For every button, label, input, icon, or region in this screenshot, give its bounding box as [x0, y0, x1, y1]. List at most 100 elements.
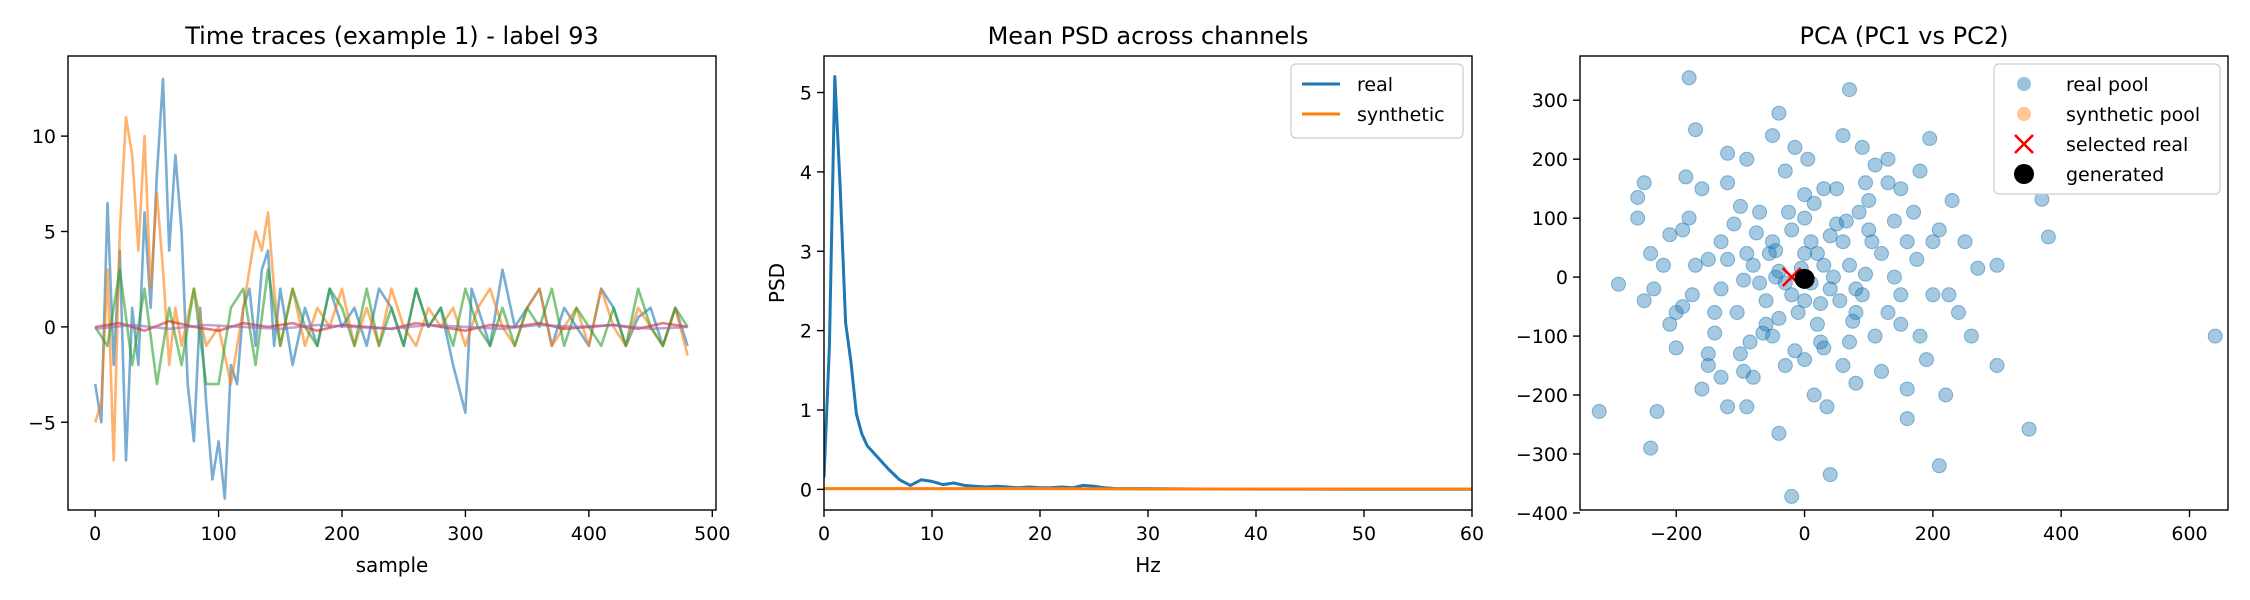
real-pool-point: [1752, 204, 1768, 220]
legend-marker-real-pool: [2017, 77, 2031, 91]
y-tick-label: −300: [1516, 444, 1568, 466]
real-pool-point: [1678, 169, 1694, 185]
real-pool-point: [1771, 425, 1787, 441]
real-pool-point: [1861, 193, 1877, 208]
real-pool-point: [1867, 328, 1883, 344]
real-pool-point: [1848, 375, 1864, 391]
real-pool-point: [1771, 310, 1787, 326]
real-pool-point: [1922, 131, 1938, 146]
real-pool-point: [1816, 257, 1832, 273]
real-pool-point: [1777, 358, 1793, 373]
real-pool-point: [1684, 287, 1700, 303]
real-pool-point: [1681, 210, 1697, 226]
real-pool-point: [1707, 325, 1723, 341]
real-pool-point: [1707, 305, 1723, 320]
y-tick-label: 10: [32, 126, 56, 148]
real-pool-point: [1694, 181, 1710, 197]
x-tick-label: 300: [447, 523, 483, 545]
x-tick-label: 400: [2043, 523, 2079, 545]
real-pool-point: [1906, 204, 1922, 220]
real-pool-point: [1829, 181, 1845, 197]
y-tick-label: −5: [28, 412, 56, 434]
real-pool-point: [1729, 305, 1745, 320]
real-pool-point: [1739, 399, 1755, 415]
real-pool-point: [1761, 246, 1777, 261]
real-pool-point: [1713, 369, 1729, 385]
real-pool-point: [1611, 276, 1626, 292]
y-tick-label: 4: [800, 162, 812, 184]
real-pool-point: [1963, 328, 1979, 344]
axes-frame: [1579, 55, 2229, 511]
real-pool-point: [1732, 346, 1748, 362]
real-pool-point: [1771, 105, 1787, 121]
real-pool-point: [1720, 251, 1736, 267]
real-pool-point: [1662, 227, 1678, 243]
real-pool-point: [1636, 293, 1652, 309]
real-pool-point: [1720, 175, 1736, 191]
real-pool-point: [1591, 404, 1607, 419]
real-pool-point: [1938, 387, 1954, 403]
real-pool-point: [1880, 305, 1896, 320]
real-pool-point: [1899, 381, 1915, 397]
real-pool-point: [1688, 122, 1703, 138]
plot-area: [824, 75, 1472, 491]
y-axis-ticks: −400 −300 −200 −100 0 100 200 300: [1516, 90, 1580, 525]
real-pool-point: [1957, 234, 1973, 250]
real-pool-point: [1700, 346, 1716, 362]
real-pool-point: [1758, 316, 1774, 332]
real-pool-point: [1822, 281, 1838, 297]
x-tick-label: 200: [324, 523, 360, 545]
real-pool-point: [1909, 251, 1925, 267]
real-pool-point: [1713, 281, 1729, 297]
generated-marker: [1794, 268, 1815, 289]
real-pool-point: [1742, 334, 1758, 350]
real-pool-point: [1893, 316, 1909, 332]
real-pool-point: [1819, 399, 1835, 415]
real-pool-point: [1758, 293, 1774, 309]
y-axis-ticks: 0 1 2 3 4 5: [800, 83, 824, 501]
real-pool-point: [1835, 128, 1851, 144]
x-tick-label: 20: [1028, 523, 1052, 545]
real-pool-point: [1688, 257, 1703, 273]
real-pool-point: [1662, 316, 1678, 332]
x-tick-label: −200: [1650, 523, 1702, 545]
real-pool-point: [1899, 411, 1915, 427]
real-pool-point: [1630, 210, 1646, 226]
real-pool-point: [1813, 296, 1829, 312]
x-tick-label: 10: [920, 523, 944, 545]
real-pool-point: [1765, 328, 1780, 344]
real-pool-point: [1694, 381, 1710, 397]
x-tick-label: 100: [200, 523, 236, 545]
real-pool-point: [1925, 234, 1941, 250]
x-tick-label: 0: [818, 523, 830, 545]
real-pool-point: [1842, 334, 1857, 350]
real-pool-point: [1854, 287, 1870, 303]
real-pool-point: [1646, 281, 1662, 297]
x-axis-ticks: 0 10 20 30 40 50 60: [818, 510, 1484, 545]
series-line-trace-1: [93, 77, 689, 500]
real-pool-point: [1893, 287, 1909, 303]
real-pool-point: [1809, 316, 1825, 332]
y-tick-label: 1: [800, 400, 812, 422]
real-pool-point: [1748, 225, 1764, 241]
y-tick-label: 5: [800, 83, 812, 105]
real-pool-point: [1736, 363, 1752, 379]
real-pool-point: [1649, 404, 1665, 419]
y-tick-label: 3: [800, 241, 812, 263]
x-tick-label: 0: [89, 523, 101, 545]
y-tick-label: 0: [1556, 267, 1568, 289]
real-pool-point: [1944, 193, 1960, 208]
real-pool-point: [1781, 204, 1796, 220]
y-tick-label: 200: [1532, 149, 1568, 171]
chart-title: Mean PSD across channels: [988, 22, 1309, 50]
legend-label: selected real: [2066, 134, 2188, 156]
real-pool-point: [1803, 234, 1819, 250]
axes-frame: [67, 55, 717, 511]
legend: real synthetic: [1290, 63, 1464, 139]
real-pool-point: [1797, 187, 1813, 203]
real-pool-point: [1655, 257, 1671, 273]
panel-time-traces: Time traces (example 1) - label 93 0 100 2…: [28, 22, 730, 577]
real-pool-point: [1829, 216, 1845, 232]
real-pool-point: [1886, 213, 1902, 229]
y-axis-ticks: −5 0 5 10: [28, 126, 68, 434]
